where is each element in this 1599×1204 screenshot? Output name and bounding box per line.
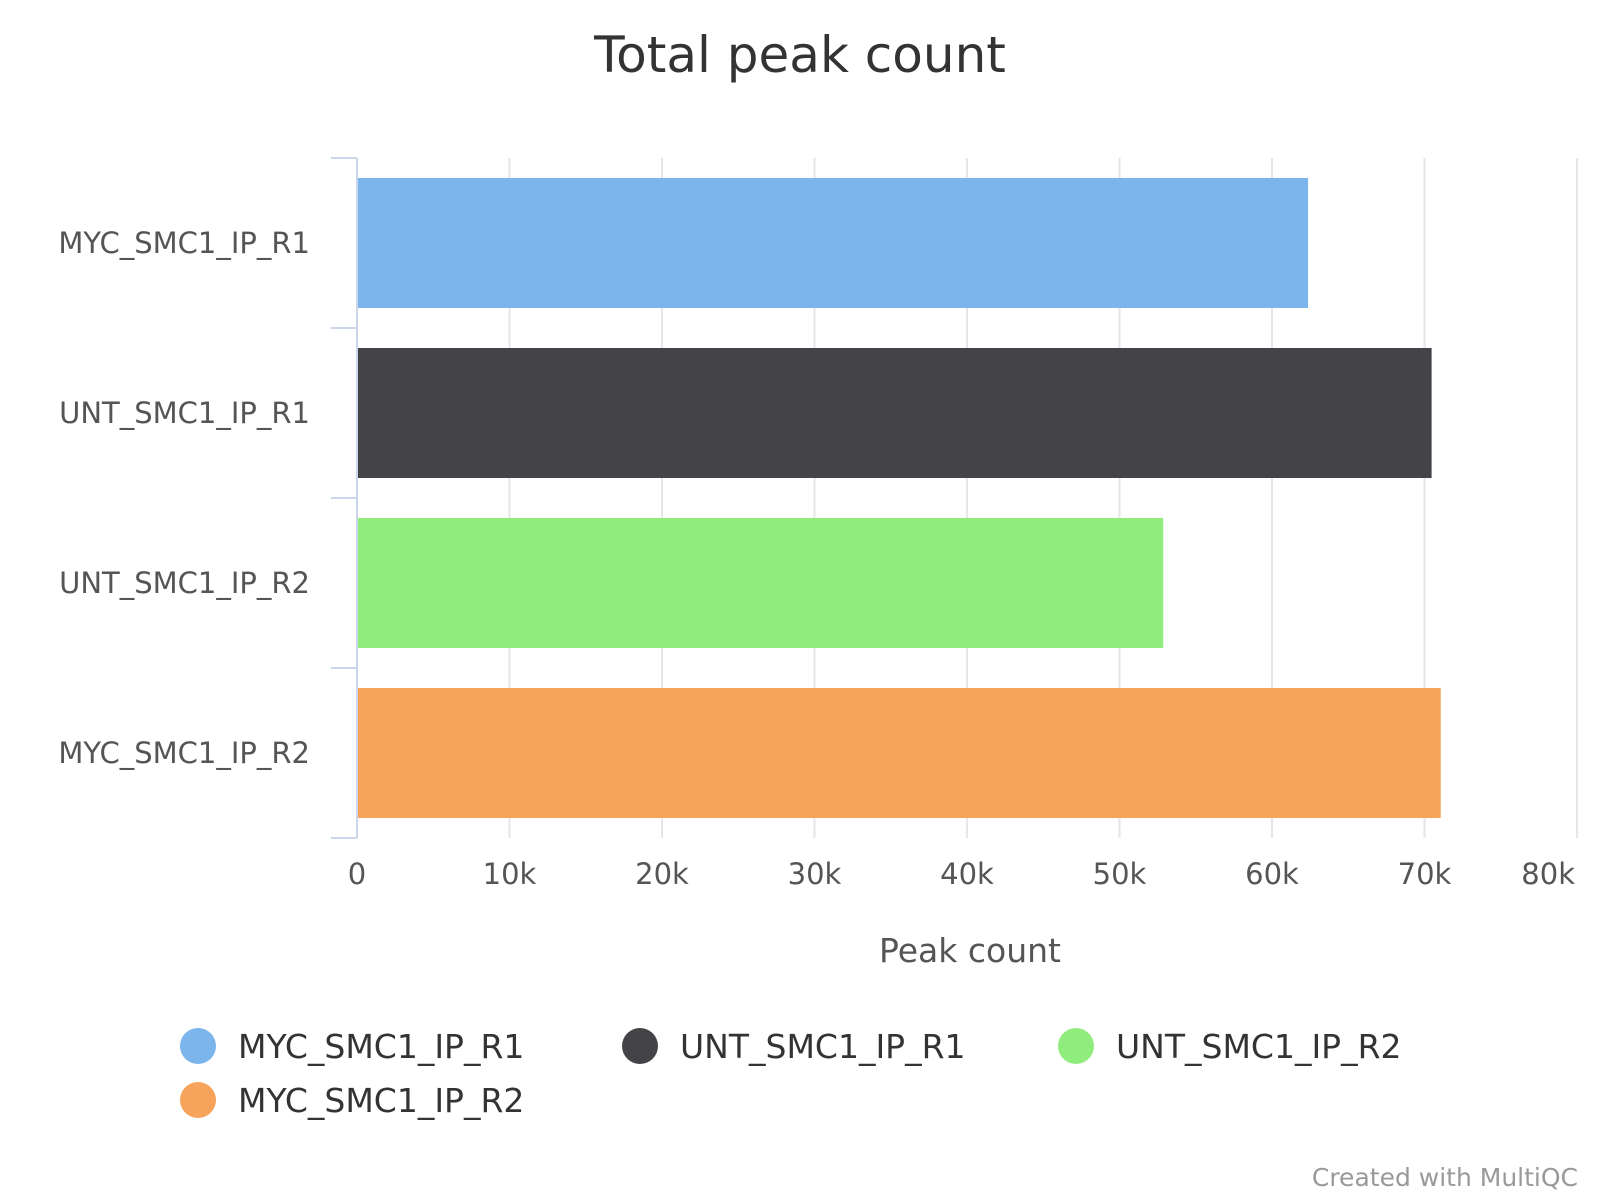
category-label: MYC_SMC1_IP_R1 xyxy=(58,226,310,260)
legend-item[interactable]: MYC_SMC1_IP_R2 xyxy=(180,1081,524,1120)
legend-label: MYC_SMC1_IP_R1 xyxy=(238,1027,524,1066)
x-tick-label: 10k xyxy=(483,857,537,891)
x-tick-label: 0 xyxy=(348,857,366,891)
category-axis xyxy=(331,157,358,839)
bar xyxy=(358,688,1441,818)
category-label: UNT_SMC1_IP_R1 xyxy=(59,396,310,430)
legend-marker-icon xyxy=(180,1082,216,1118)
category-labels: MYC_SMC1_IP_R1 UNT_SMC1_IP_R1 UNT_SMC1_IP_… xyxy=(58,226,310,770)
legend-marker-icon xyxy=(1058,1028,1094,1064)
category-label: MYC_SMC1_IP_R2 xyxy=(58,736,310,770)
x-axis-title: Peak count xyxy=(879,931,1061,970)
credit-text[interactable]: Created with MultiQC xyxy=(1312,1163,1578,1192)
x-tick-label: 60k xyxy=(1245,857,1299,891)
x-tick-label: 50k xyxy=(1093,857,1147,891)
legend[interactable]: MYC_SMC1_IP_R1 UNT_SMC1_IP_R1 UNT_SMC1_IP_… xyxy=(180,1027,1402,1120)
bar xyxy=(358,348,1432,478)
legend-label: UNT_SMC1_IP_R1 xyxy=(680,1027,966,1066)
legend-marker-icon xyxy=(622,1028,658,1064)
bar xyxy=(358,178,1309,308)
x-tick-labels: 0 10k 20k 30k 40k 50k 60k 70k 80k xyxy=(348,857,1575,891)
category-label: UNT_SMC1_IP_R2 xyxy=(59,566,310,600)
legend-label: MYC_SMC1_IP_R2 xyxy=(238,1081,524,1120)
x-tick-label: 20k xyxy=(635,857,689,891)
x-tick-label: 30k xyxy=(788,857,842,891)
legend-marker-icon xyxy=(180,1028,216,1064)
legend-item[interactable]: UNT_SMC1_IP_R1 xyxy=(622,1027,966,1066)
x-tick-label: 70k xyxy=(1398,857,1452,891)
chart-title: Total peak count xyxy=(593,26,1006,84)
bars xyxy=(358,178,1441,818)
x-tick-label: 80k xyxy=(1521,857,1575,891)
x-tick-label: 40k xyxy=(940,857,994,891)
legend-label: UNT_SMC1_IP_R2 xyxy=(1116,1027,1402,1066)
bar xyxy=(358,518,1164,648)
legend-item[interactable]: UNT_SMC1_IP_R2 xyxy=(1058,1027,1402,1066)
legend-item[interactable]: MYC_SMC1_IP_R1 xyxy=(180,1027,524,1066)
